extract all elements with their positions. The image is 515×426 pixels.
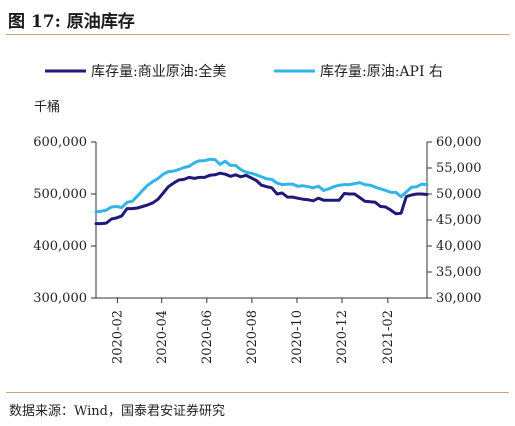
left-axis-unit: 千桶: [34, 100, 60, 115]
legend-label-series-2: 库存量:原油:API 右: [320, 64, 443, 80]
right-tick-label: 45,000: [436, 213, 482, 228]
x-tick-label: 2020-04: [155, 310, 170, 364]
chart-title: 图 17: 原油库存: [8, 12, 135, 32]
right-tick-label: 40,000: [436, 239, 482, 254]
title-divider: [6, 34, 509, 35]
legend: 库存量:商业原油:全美 库存量:原油:API 右: [45, 63, 443, 80]
x-tick-label: 2020-02: [110, 310, 125, 364]
series-line-1: [94, 171, 429, 226]
x-tick-label: 2020-12: [335, 310, 350, 364]
x-tick-label: 2020-06: [200, 310, 215, 364]
right-tick-label: 35,000: [436, 265, 482, 280]
right-tick-label: 60,000: [436, 135, 482, 150]
x-tick-label: 2021-02: [381, 310, 396, 364]
source-note: 数据来源：Wind，国泰君安证券研究: [9, 404, 225, 419]
x-tick-label: 2020-10: [290, 310, 305, 364]
left-tick-label: 600,000: [33, 135, 87, 150]
left-tick-label: 400,000: [33, 239, 87, 254]
left-tick-label: 500,000: [33, 187, 87, 202]
right-tick-label: 30,000: [436, 291, 482, 306]
series-line-2: [94, 157, 429, 214]
series-lines: [94, 157, 429, 226]
axes: 300,000 400,000 500,000 600,000 30,000 35,000…: [33, 135, 481, 364]
x-tick-label: 2020-08: [245, 310, 260, 364]
right-tick-label: 50,000: [436, 187, 482, 202]
legend-label-series-1: 库存量:商业原油:全美: [91, 63, 226, 80]
right-tick-label: 55,000: [436, 161, 482, 176]
footer-divider: [6, 392, 509, 393]
left-tick-label: 300,000: [33, 291, 87, 306]
